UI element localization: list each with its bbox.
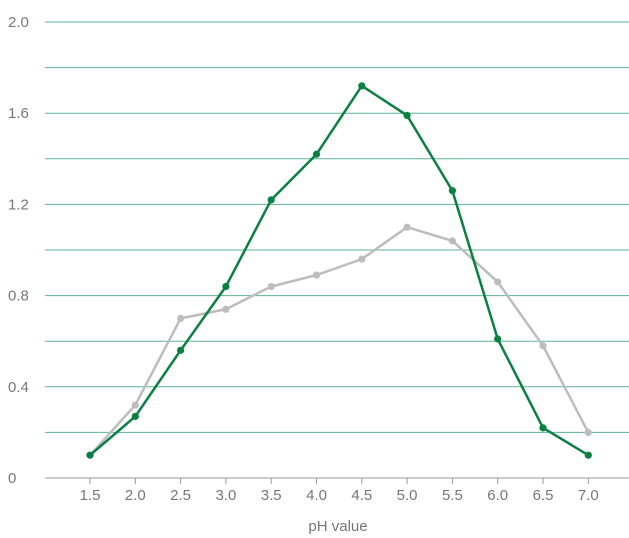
x-tick-label: 3.5 (261, 487, 282, 504)
data-point (494, 278, 502, 286)
data-point (267, 196, 275, 204)
data-point (131, 412, 139, 421)
y-tick-label: 2.0 (8, 14, 29, 31)
series-line (89, 225, 590, 457)
y-tick-label: 1.6 (8, 105, 29, 122)
data-point (494, 335, 502, 343)
data-point (312, 150, 321, 158)
x-axis-tick-labels: 1.5 2.0 2.5 3.0 3.5 4.0 4.5 5.0 5.5 6.0 6.5 7.0 (80, 478, 599, 504)
data-point (448, 187, 456, 195)
series-line (89, 84, 589, 457)
y-tick-label: 1.2 (8, 196, 29, 213)
gridlines (45, 21, 629, 479)
x-tick-label: 5.0 (397, 487, 418, 504)
data-point (358, 255, 366, 263)
data-point (539, 342, 547, 350)
x-axis-title: pH value (308, 518, 367, 535)
data-point (267, 282, 275, 291)
data-point (131, 401, 139, 409)
y-tick-label: 0.8 (8, 288, 29, 305)
data-point (448, 237, 456, 245)
data-point (403, 111, 411, 120)
data-point (584, 428, 592, 436)
x-tick-label: 4.5 (351, 487, 372, 504)
series-layer (86, 82, 592, 459)
data-point (177, 314, 185, 322)
data-point (86, 451, 94, 459)
x-tick-label: 6.0 (487, 487, 508, 504)
y-tick-label: 0.4 (8, 379, 29, 396)
data-point (177, 346, 185, 354)
data-point (584, 451, 592, 459)
x-tick-label: 2.5 (170, 487, 191, 504)
data-point (312, 271, 321, 279)
x-tick-label: 1.5 (80, 487, 101, 504)
y-tick-label: 0 (8, 470, 16, 487)
data-point (222, 282, 230, 291)
data-point (403, 223, 411, 231)
data-point (539, 424, 547, 432)
x-tick-label: 3.0 (215, 487, 236, 504)
x-tick-label: 6.5 (533, 487, 554, 504)
x-tick-label: 4.0 (306, 487, 327, 504)
data-point (222, 305, 230, 313)
x-tick-label: 5.5 (442, 487, 463, 504)
series-1 (86, 82, 592, 459)
x-tick-label: 2.0 (125, 487, 146, 504)
x-tick-label: 7.0 (578, 487, 599, 504)
data-point (358, 82, 366, 90)
y-axis-tick-labels: 0 0.4 0.8 1.2 1.6 2.0 (8, 14, 29, 487)
